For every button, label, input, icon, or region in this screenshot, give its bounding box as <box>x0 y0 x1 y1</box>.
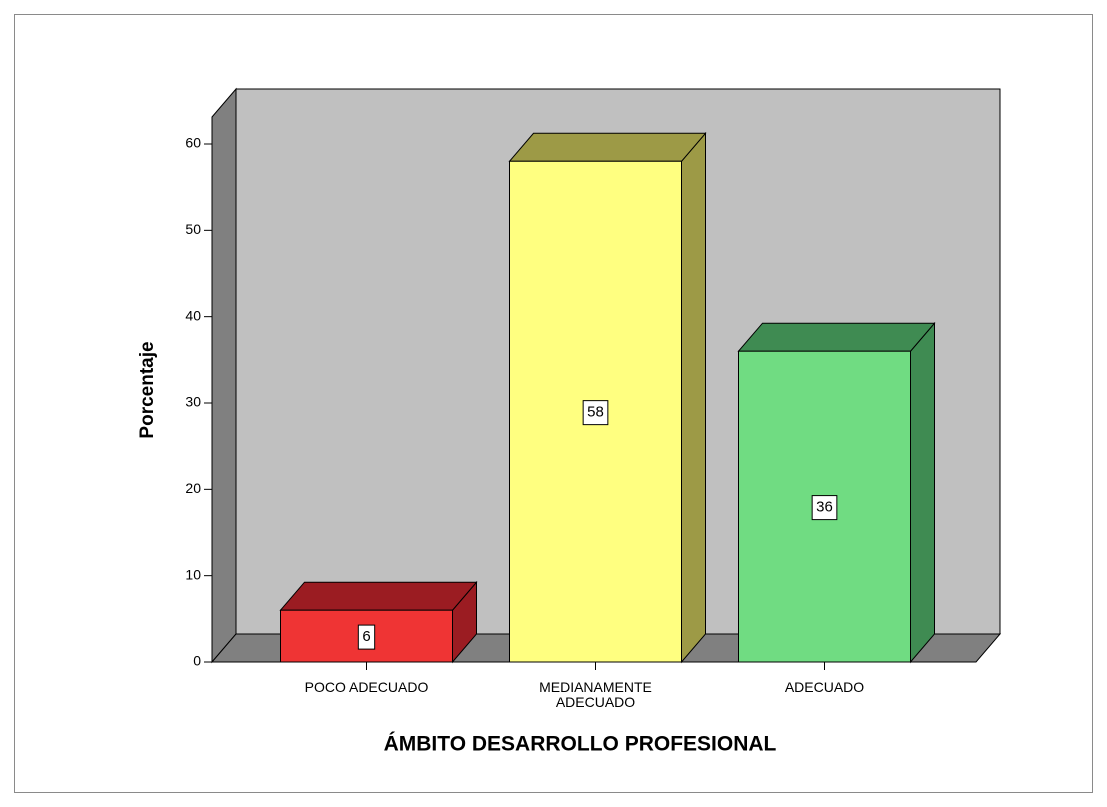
value-label-box <box>357 624 376 650</box>
bar-top <box>508 132 707 162</box>
bar-top <box>279 581 478 611</box>
value-label: 58 <box>587 404 604 421</box>
value-label: 36 <box>816 499 833 516</box>
bar <box>737 321 936 664</box>
y-tick-label: 20 <box>185 480 201 496</box>
y-tick-label: 60 <box>185 135 201 151</box>
value-label-box <box>582 400 609 426</box>
value-label-box <box>811 495 838 521</box>
y-tick-label: 30 <box>185 394 201 410</box>
bar-top <box>737 322 936 352</box>
y-tick-label: 0 <box>193 653 201 669</box>
bar <box>508 131 707 664</box>
y-tick-label: 10 <box>185 566 201 582</box>
y-tick-label: 50 <box>185 221 201 237</box>
x-axis-label: ÁMBITO DESARROLLO PROFESIONAL <box>384 733 777 756</box>
bar-side <box>910 321 935 664</box>
x-tick-label: MEDIANAMENTE ADECUADO <box>539 679 652 710</box>
y-axis-label: Porcentaje <box>137 341 158 438</box>
y-tick-label: 40 <box>185 307 201 323</box>
x-tick-label: ADECUADO <box>784 679 865 695</box>
value-label: 6 <box>362 628 370 645</box>
side-wall <box>211 87 237 664</box>
x-tick-label: POCO ADECUADO <box>304 679 429 695</box>
bar-side <box>681 131 706 664</box>
bar <box>279 580 478 664</box>
